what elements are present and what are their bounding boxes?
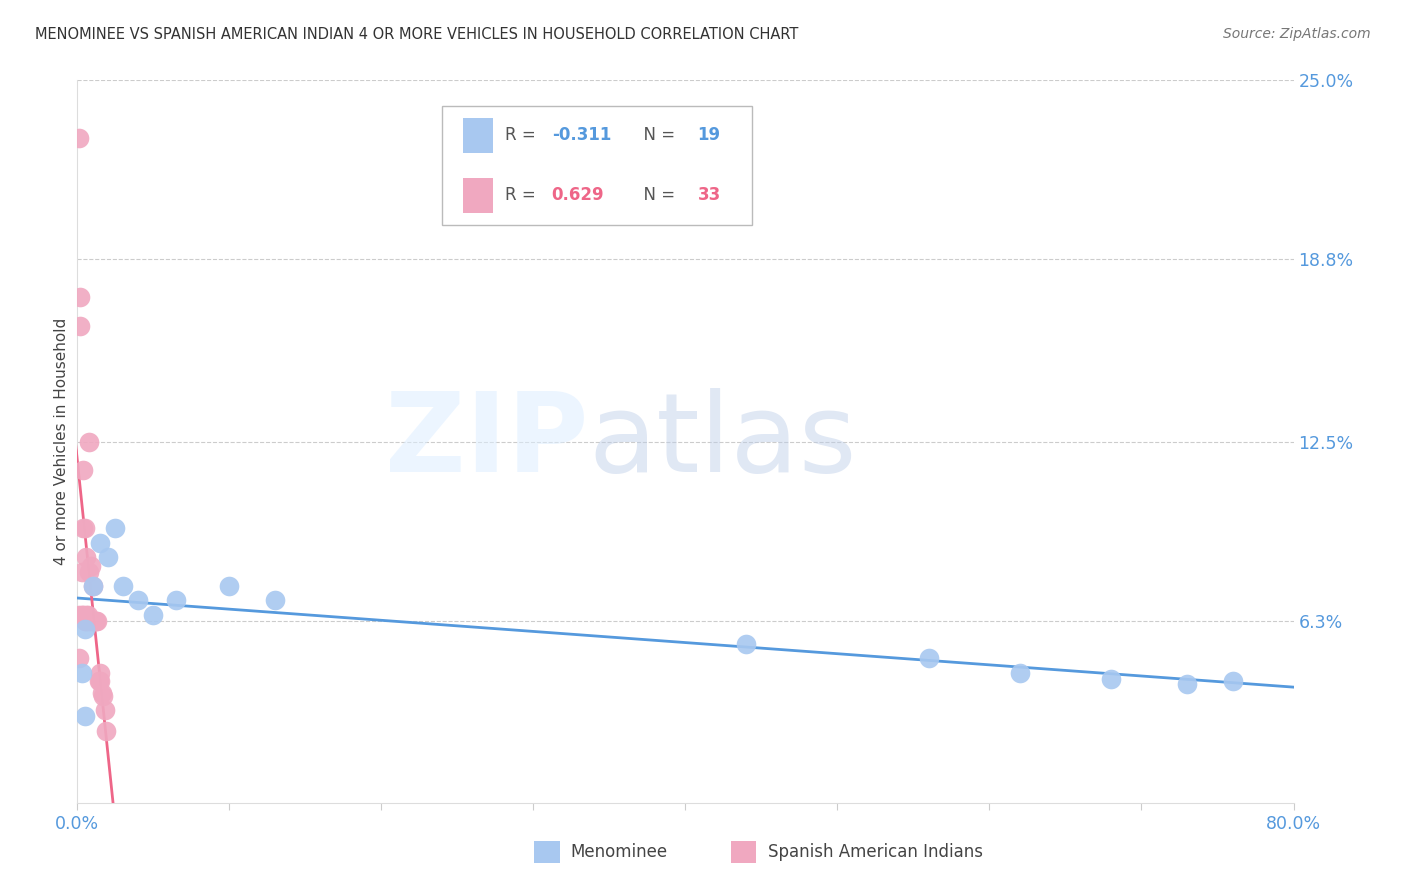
Bar bbox=[463, 118, 494, 153]
Point bbox=[72, 463, 94, 477]
Point bbox=[96, 723, 118, 738]
Y-axis label: 4 or more Vehicles in Household: 4 or more Vehicles in Household bbox=[53, 318, 69, 566]
Point bbox=[73, 623, 96, 637]
Point bbox=[79, 565, 101, 579]
Point bbox=[69, 290, 91, 304]
Point bbox=[89, 665, 111, 680]
Text: 0.629: 0.629 bbox=[551, 186, 605, 204]
Point bbox=[73, 614, 96, 628]
Text: ZIP: ZIP bbox=[385, 388, 588, 495]
Point bbox=[70, 607, 93, 622]
Text: 19: 19 bbox=[697, 126, 721, 145]
Text: R =: R = bbox=[505, 126, 541, 145]
Point bbox=[735, 637, 758, 651]
Point bbox=[67, 651, 90, 665]
Point bbox=[1222, 674, 1244, 689]
Point bbox=[104, 521, 127, 535]
Point bbox=[84, 614, 107, 628]
Point bbox=[70, 565, 93, 579]
Text: N =: N = bbox=[633, 126, 681, 145]
Point bbox=[80, 558, 103, 573]
Text: atlas: atlas bbox=[588, 388, 856, 495]
Text: 33: 33 bbox=[697, 186, 721, 204]
Text: Spanish American Indians: Spanish American Indians bbox=[768, 843, 983, 862]
Point bbox=[86, 614, 108, 628]
Point bbox=[218, 579, 240, 593]
Point bbox=[82, 614, 104, 628]
Point bbox=[142, 607, 165, 622]
Point bbox=[79, 434, 101, 449]
Point bbox=[67, 607, 90, 622]
Point bbox=[918, 651, 941, 665]
Text: Source: ZipAtlas.com: Source: ZipAtlas.com bbox=[1223, 27, 1371, 41]
Point bbox=[91, 689, 114, 703]
Point bbox=[111, 579, 134, 593]
Point bbox=[97, 550, 120, 565]
Text: N =: N = bbox=[633, 186, 681, 204]
Point bbox=[75, 607, 97, 622]
Text: Menominee: Menominee bbox=[571, 843, 668, 862]
Point bbox=[1175, 677, 1198, 691]
Point bbox=[77, 607, 100, 622]
Point bbox=[127, 593, 149, 607]
Point bbox=[73, 709, 96, 723]
Point bbox=[82, 579, 104, 593]
Point bbox=[75, 550, 97, 565]
Point bbox=[73, 521, 96, 535]
Point bbox=[80, 614, 103, 628]
Point bbox=[165, 593, 187, 607]
Point bbox=[83, 614, 105, 628]
Point bbox=[1008, 665, 1031, 680]
Point bbox=[72, 607, 94, 622]
FancyBboxPatch shape bbox=[441, 105, 752, 225]
Point bbox=[90, 686, 112, 700]
Point bbox=[82, 579, 104, 593]
Point bbox=[69, 318, 91, 333]
Point bbox=[1099, 672, 1122, 686]
Point bbox=[93, 703, 115, 717]
Point bbox=[89, 535, 111, 549]
Point bbox=[264, 593, 287, 607]
Point bbox=[89, 674, 111, 689]
Point bbox=[67, 131, 90, 145]
Point bbox=[72, 521, 94, 535]
Point bbox=[87, 674, 110, 689]
Point bbox=[77, 614, 100, 628]
Bar bbox=[463, 178, 494, 212]
Text: R =: R = bbox=[505, 186, 541, 204]
Text: -0.311: -0.311 bbox=[551, 126, 612, 145]
Point bbox=[70, 665, 93, 680]
Text: MENOMINEE VS SPANISH AMERICAN INDIAN 4 OR MORE VEHICLES IN HOUSEHOLD CORRELATION: MENOMINEE VS SPANISH AMERICAN INDIAN 4 O… bbox=[35, 27, 799, 42]
Point bbox=[75, 614, 97, 628]
